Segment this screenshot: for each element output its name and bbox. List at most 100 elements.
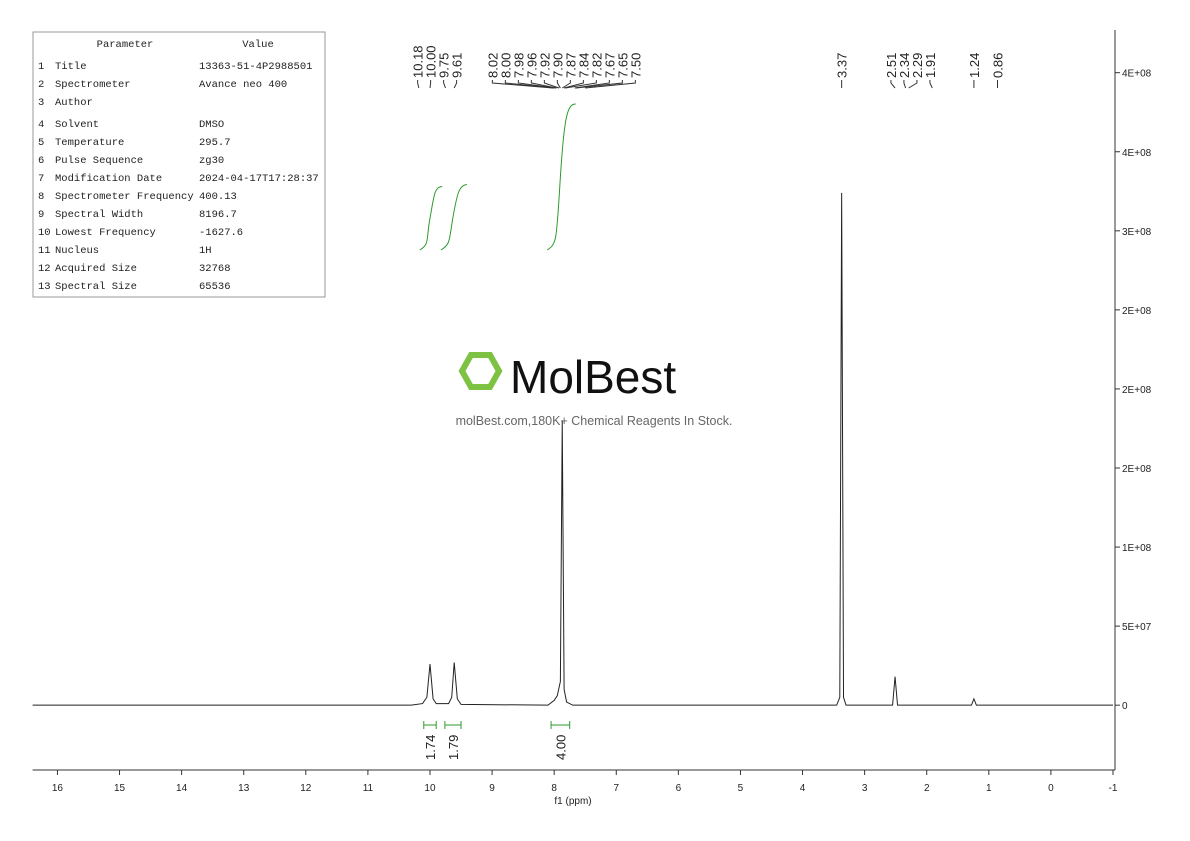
table-cell: 65536	[199, 281, 231, 293]
table-cell: Acquired Size	[55, 263, 137, 275]
x-tick-label: 0	[1048, 783, 1054, 794]
peak-label: 0.86	[991, 53, 1006, 78]
peak-leader	[565, 80, 597, 89]
y-tick-label: 3E+08	[1122, 227, 1152, 238]
y-tick-label: 4E+08	[1122, 69, 1152, 80]
x-tick-label: -1	[1109, 783, 1118, 794]
table-cell: 3	[38, 97, 44, 109]
spectrum-line	[32, 192, 1113, 706]
peak-label: 2.51	[884, 53, 899, 78]
peak-label: 7.96	[524, 53, 539, 78]
peak-leader	[574, 80, 610, 89]
peak-leader	[903, 80, 907, 89]
peak-leader	[429, 80, 432, 89]
x-tick-label: 3	[862, 783, 868, 794]
x-tick-label: 16	[52, 783, 64, 794]
table-cell: 6	[38, 155, 44, 167]
table-cell: 9	[38, 209, 44, 221]
peak-leader	[908, 80, 918, 89]
table-cell: 13363-51-4P2988501	[199, 61, 312, 73]
table-cell: 8196.7	[199, 209, 237, 221]
table-header: Parameter	[97, 39, 154, 51]
integral-curve	[546, 103, 576, 251]
logo	[458, 352, 503, 390]
table-header: Value	[242, 39, 274, 51]
x-tick-label: 1	[986, 783, 992, 794]
table-cell: 1H	[199, 245, 212, 257]
peak-label: 7.84	[576, 53, 591, 78]
y-tick-label: 5E+07	[1122, 622, 1152, 633]
peak-leader	[517, 80, 556, 89]
table-cell: Modification Date	[55, 173, 162, 185]
peak-leader	[575, 80, 623, 89]
table-cell: 8	[38, 191, 44, 203]
peak-label: 7.92	[537, 53, 552, 78]
integral-bracket	[550, 721, 571, 729]
watermark-tagline: molBest.com,180K+ Chemical Reagents In S…	[456, 414, 733, 428]
peak-leader	[890, 80, 896, 89]
peak-label: 10.18	[411, 45, 426, 78]
table-cell: 2	[38, 79, 44, 91]
integral-bracket	[423, 721, 437, 729]
x-tick-label: 2	[924, 783, 930, 794]
peak-leader	[585, 80, 636, 89]
peak-label: 7.50	[628, 53, 643, 78]
peak-label: 7.67	[602, 53, 617, 78]
peak-leader	[453, 80, 458, 89]
table-cell: Lowest Frequency	[55, 227, 156, 239]
x-tick-label: 12	[300, 783, 312, 794]
x-tick-label: 7	[613, 783, 619, 794]
y-tick-label: 0	[1122, 701, 1128, 712]
table-cell: -1627.6	[199, 227, 243, 239]
table-cell: Spectral Width	[55, 209, 143, 221]
x-tick-label: 5	[738, 783, 744, 794]
peak-label: 2.29	[910, 53, 925, 78]
table-cell: Spectral Size	[55, 281, 137, 293]
peak-leader	[417, 80, 420, 89]
table-cell: 4	[38, 119, 44, 131]
x-tick-label: 8	[551, 783, 557, 794]
watermark-brand: MolBest	[510, 351, 676, 403]
peak-leader	[561, 80, 571, 89]
peak-label: 2.34	[897, 53, 912, 78]
x-tick-label: 15	[114, 783, 126, 794]
peak-label: 7.87	[563, 53, 578, 78]
table-cell: 10	[38, 227, 51, 239]
integral-curve	[440, 184, 468, 251]
table-cell: 7	[38, 173, 44, 185]
x-tick-label: 9	[489, 783, 495, 794]
integral-bracket	[444, 721, 462, 729]
table-cell: DMSO	[199, 119, 224, 131]
x-tick-label: 11	[363, 783, 374, 794]
integral-label: 1.79	[446, 735, 461, 760]
peak-label: 9.61	[450, 53, 465, 78]
table-cell: Author	[55, 97, 93, 109]
y-tick-label: 2E+08	[1122, 464, 1152, 475]
peak-leader	[504, 80, 555, 89]
y-tick-label: 1E+08	[1122, 543, 1152, 554]
peak-label: 10.00	[424, 45, 439, 78]
peak-label: 8.02	[485, 53, 500, 78]
peak-leader	[929, 80, 933, 89]
x-tick-label: 6	[676, 783, 682, 794]
table-cell: 1	[38, 61, 44, 73]
parameter-table	[32, 31, 326, 298]
table-cell: Solvent	[55, 119, 99, 131]
integral-label: 1.74	[423, 735, 438, 760]
peak-label: 7.98	[511, 53, 526, 78]
integral-curve	[419, 185, 443, 251]
x-tick-label: 4	[800, 783, 806, 794]
x-tick-label: 13	[238, 783, 250, 794]
y-tick-label: 4E+08	[1122, 148, 1152, 159]
table-cell: 295.7	[199, 137, 231, 149]
table-cell: Temperature	[55, 137, 124, 149]
peak-label: 7.90	[550, 53, 565, 78]
table-cell: Spectrometer	[55, 79, 131, 91]
integral-label: 4.00	[553, 735, 568, 760]
table-cell: Title	[55, 61, 87, 73]
peak-label: 8.00	[498, 53, 513, 78]
peak-label: 3.37	[835, 53, 850, 78]
table-cell: Spectrometer Frequency	[55, 191, 194, 203]
table-cell: zg30	[199, 155, 224, 167]
y-tick-label: 2E+08	[1122, 385, 1152, 396]
